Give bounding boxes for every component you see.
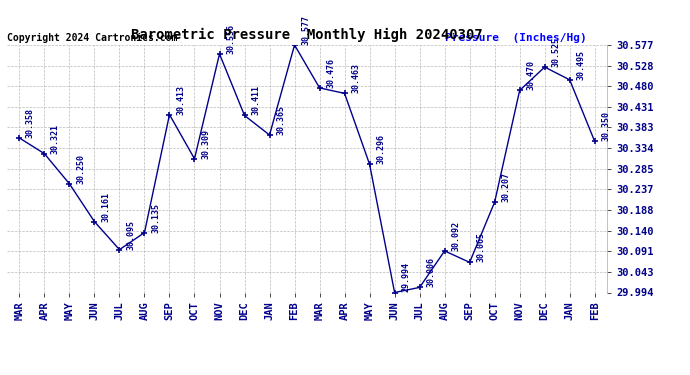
Text: 30.476: 30.476 [326, 58, 335, 88]
Text: 30.525: 30.525 [551, 37, 560, 67]
Text: 30.250: 30.250 [76, 154, 85, 184]
Text: Copyright 2024 Cartronics.com: Copyright 2024 Cartronics.com [7, 33, 177, 42]
Text: 30.321: 30.321 [51, 124, 60, 154]
Text: 30.065: 30.065 [476, 232, 485, 262]
Text: 30.556: 30.556 [226, 24, 235, 54]
Text: 30.463: 30.463 [351, 63, 360, 93]
Title: Barometric Pressure  Monthly High 20240307: Barometric Pressure Monthly High 2024030… [131, 28, 483, 42]
Text: 29.994: 29.994 [401, 262, 410, 292]
Text: 30.095: 30.095 [126, 220, 135, 250]
Text: 30.470: 30.470 [526, 60, 535, 90]
Text: 30.309: 30.309 [201, 129, 210, 159]
Text: Pressure  (Inches/Hg): Pressure (Inches/Hg) [445, 33, 587, 42]
Text: 30.161: 30.161 [101, 192, 110, 222]
Text: 30.350: 30.350 [601, 111, 610, 141]
Text: 30.365: 30.365 [276, 105, 285, 135]
Text: 30.411: 30.411 [251, 86, 260, 116]
Text: 30.092: 30.092 [451, 221, 460, 251]
Text: 30.413: 30.413 [176, 85, 185, 115]
Text: 30.207: 30.207 [501, 172, 510, 202]
Text: 30.296: 30.296 [376, 134, 385, 164]
Text: 30.577: 30.577 [301, 15, 310, 45]
Text: 30.135: 30.135 [151, 202, 160, 232]
Text: 30.358: 30.358 [26, 108, 35, 138]
Text: 30.495: 30.495 [576, 50, 585, 80]
Text: 30.006: 30.006 [426, 257, 435, 287]
